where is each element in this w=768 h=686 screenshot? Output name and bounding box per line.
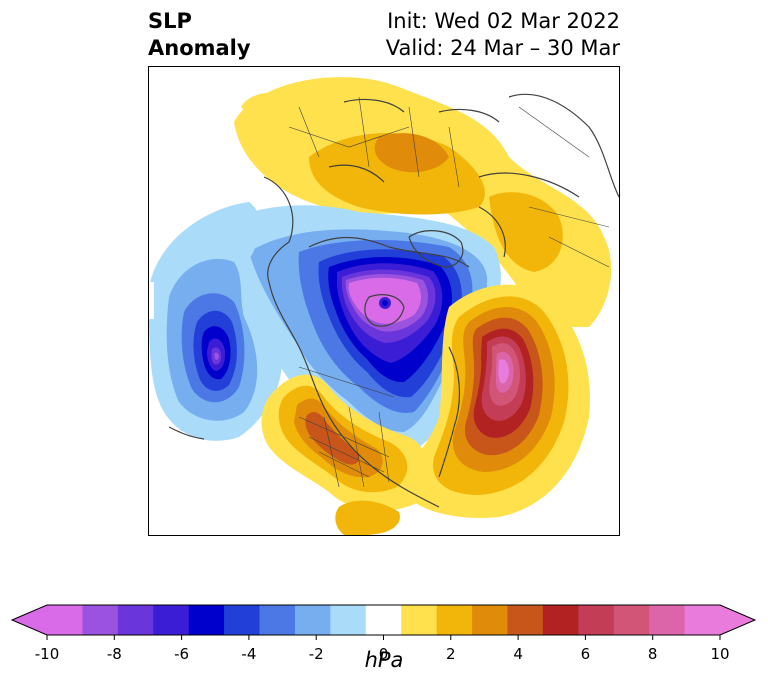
colorbar-segment — [188, 605, 225, 635]
eurasia-high-anomaly — [234, 77, 612, 327]
colorbar-tick-label: -4 — [241, 645, 256, 663]
colorbar-segment — [578, 605, 615, 635]
colorbar-segment — [82, 605, 119, 635]
colorbar-tick-label: 0 — [379, 645, 389, 663]
map-title: SLP Anomaly — [148, 8, 251, 62]
colorbar-tick-label: -6 — [174, 645, 189, 663]
colorbar-segment — [613, 605, 650, 635]
colorbar-segments — [47, 605, 721, 635]
colorbar-segment — [224, 605, 261, 635]
colorbar-segment — [436, 605, 473, 635]
init-date-label: Init: Wed 02 Mar 2022 — [387, 9, 620, 33]
colorbar-segment — [365, 605, 402, 635]
title-variable: SLP — [148, 9, 192, 33]
colorbar-segment — [330, 605, 367, 635]
map-panel — [148, 66, 620, 536]
colorbar-segment — [153, 605, 190, 635]
colorbar-tick-label: 10 — [710, 645, 729, 663]
colorbar-segment — [47, 605, 83, 635]
colorbar-segment — [401, 605, 438, 635]
colorbar-tick-label: 2 — [446, 645, 456, 663]
pacific-low-anomaly — [149, 202, 282, 441]
map-subtitle: Init: Wed 02 Mar 2022 Valid: 24 Mar – 30… — [386, 8, 620, 62]
colorbar-tick-labels: -10 -8 -6 -4 -2 0 2 4 6 8 10 — [35, 635, 730, 663]
colorbar: -10 -8 -6 -4 -2 0 2 4 6 8 10 — [10, 604, 757, 663]
colorbar-segment — [684, 605, 721, 635]
colorbar-tick-label: 8 — [648, 645, 658, 663]
colorbar-tick-label: -8 — [107, 645, 122, 663]
slp-anomaly-map — [149, 77, 619, 535]
title-quantity: Anomaly — [148, 36, 251, 60]
colorbar-tick-label: 6 — [581, 645, 591, 663]
central-us-high-anomaly — [261, 374, 430, 535]
colorbar-tick-label: -2 — [309, 645, 324, 663]
colorbar-unit-label: hPa — [364, 648, 404, 672]
colorbar-segment — [472, 605, 508, 635]
colorbar-underflow-arrow — [12, 605, 47, 635]
colorbar-segment — [649, 605, 686, 635]
coastlines — [168, 93, 619, 508]
colorbar-overflow-arrow — [720, 605, 755, 635]
atlantic-high-anomaly — [399, 284, 590, 518]
colorbar-segment — [259, 605, 296, 635]
colorbar-segment — [294, 605, 331, 635]
colorbar-segment — [507, 605, 544, 635]
colorbar-segment — [117, 605, 154, 635]
colorbar-segment — [542, 605, 579, 635]
political-borders — [288, 96, 610, 488]
colorbar-tick-label: 4 — [513, 645, 523, 663]
colorbar-tick-label: -10 — [35, 645, 60, 663]
arctic-low-anomaly — [199, 205, 501, 449]
valid-range-label: Valid: 24 Mar – 30 Mar — [385, 36, 620, 60]
